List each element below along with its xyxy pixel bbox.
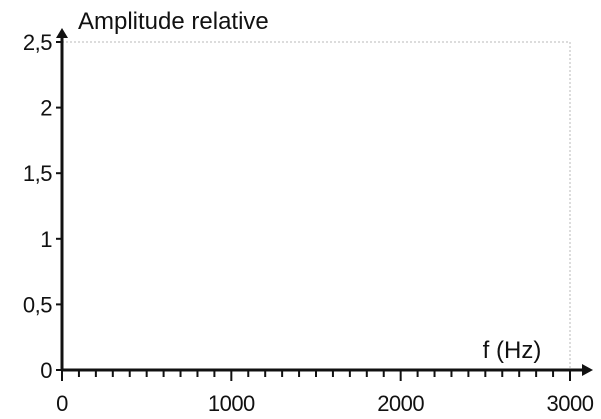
x-tick-label-0: 0	[56, 391, 68, 416]
x-axis-title: f (Hz)	[483, 337, 542, 364]
y-tick-label-1: 0,5	[23, 292, 52, 317]
y-tick-label-5: 2,5	[23, 30, 52, 55]
y-tick-label-2: 1	[40, 227, 52, 252]
chart-ticks	[56, 41, 571, 381]
y-tick-label-3: 1,5	[23, 161, 52, 186]
chart-labels: 0 0,5 1 1,5 2 2,5 0 1000 2000 3000 Amplitude relat…	[23, 8, 594, 416]
chart-axes	[56, 28, 593, 376]
x-tick-label-3: 3000	[547, 391, 594, 416]
x-tick-label-2: 2000	[377, 391, 424, 416]
chart-frame	[62, 41, 571, 370]
y-tick-label-4: 2	[40, 96, 52, 121]
y-tick-label-0: 0	[40, 358, 52, 383]
y-axis-arrowhead	[56, 28, 68, 38]
x-tick-label-1: 1000	[208, 391, 255, 416]
y-axis-title: Amplitude relative	[78, 8, 269, 35]
x-axis-arrowhead	[582, 364, 593, 376]
